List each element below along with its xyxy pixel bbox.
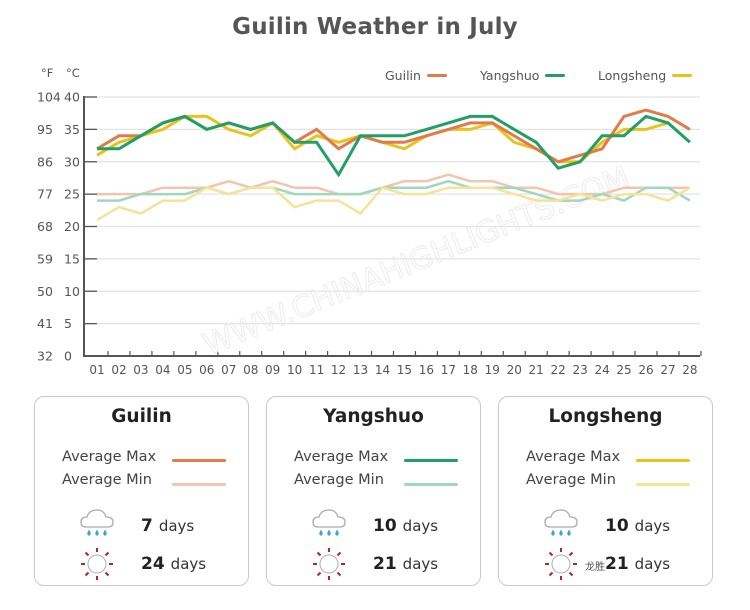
svg-text:21: 21 [529,363,544,377]
svg-text:86: 86 [37,154,53,169]
sunny-days: 24 days [141,554,207,574]
svg-text:20: 20 [507,363,522,377]
svg-text:10: 10 [64,284,80,299]
svg-text:35: 35 [64,122,80,137]
svg-text:23: 23 [572,363,587,377]
avg-max-swatch [636,459,690,462]
svg-text:0: 0 [64,349,72,364]
card-title: Yangshuo [323,406,424,427]
card-longsheng: Longsheng Average Max Average Min 10 days… [498,396,713,586]
rain-days: 7 days [141,516,195,536]
svg-text:15: 15 [397,363,412,377]
svg-text:50: 50 [37,284,53,299]
svg-text:15: 15 [64,251,80,266]
legend-swatch [672,74,693,77]
svg-text:04: 04 [155,363,170,377]
sun-icon [79,547,115,585]
svg-text:13: 13 [353,363,368,377]
avg-max-label: Average Max [526,449,621,465]
rain-days: 10 days [373,516,439,536]
svg-text:77: 77 [37,187,53,202]
card-yangshuo: Yangshuo Average Max Average Min 10 days … [266,396,481,586]
svg-text:27: 27 [660,363,675,377]
svg-text:59: 59 [37,251,53,266]
avg-min-swatch [172,483,226,486]
avg-min-label: Average Min [294,472,384,488]
svg-text:32: 32 [37,349,53,364]
legend-yangshuo: Yangshuo [480,68,566,83]
svg-text:10: 10 [287,363,302,377]
svg-text:03: 03 [133,363,148,377]
series-line [96,186,691,222]
svg-text:11: 11 [309,363,324,377]
svg-text:01: 01 [89,363,104,377]
svg-text:08: 08 [243,363,258,377]
svg-text:25: 25 [64,187,80,202]
avg-max-swatch [404,459,458,462]
rain-cloud-icon [543,507,579,545]
svg-text:26: 26 [638,363,653,377]
svg-text:WWW.CHINAHIGHLIGHTS.COM: WWW.CHINAHIGHLIGHTS.COM [198,159,634,362]
svg-text:20: 20 [64,219,80,234]
svg-text:06: 06 [199,363,214,377]
celsius-unit-label: °C [66,66,80,80]
card-title: Longsheng [548,406,663,427]
legend-swatch [426,74,447,77]
svg-text:24: 24 [594,363,609,377]
svg-text:5: 5 [64,316,72,331]
rain-days: 10 days [605,516,671,536]
svg-text:95: 95 [37,122,53,137]
series-line [97,114,691,178]
svg-text:18: 18 [463,363,478,377]
sunny-days: 21 days [605,554,671,574]
sunny-days: 21 days [373,554,439,574]
svg-text:25: 25 [616,363,631,377]
svg-text:07: 07 [221,363,236,377]
avg-min-swatch [636,483,690,486]
svg-text:30: 30 [64,154,80,169]
legend-guilin: Guilin [385,68,447,83]
avg-max-label: Average Max [294,449,389,465]
sun-icon [311,547,347,585]
avg-min-label: Average Min [526,472,616,488]
svg-text:16: 16 [419,363,434,377]
svg-text:28: 28 [682,363,697,377]
svg-text:02: 02 [111,363,126,377]
card-title: Guilin [111,406,172,427]
legend-swatch [545,74,566,77]
legend-longsheng: Longsheng [598,68,693,83]
avg-min-label: Average Min [62,472,152,488]
card-guilin: Guilin Average Max Average Min 7 days 24 d… [34,396,249,586]
svg-text:05: 05 [177,363,192,377]
svg-text:41: 41 [37,316,53,331]
svg-text:17: 17 [441,363,456,377]
svg-text:68: 68 [37,219,53,234]
svg-text:12: 12 [331,363,346,377]
rain-cloud-icon [311,507,347,545]
sun-icon [543,547,579,585]
legend-label: Yangshuo [480,68,540,83]
fahrenheit-unit-label: °F [41,66,54,80]
rain-cloud-icon [79,507,115,545]
watermark-cjk-text: 龙胜 [585,562,605,573]
legend-label: Longsheng [598,68,667,83]
svg-text:22: 22 [551,363,566,377]
svg-text:14: 14 [375,363,390,377]
avg-max-swatch [172,459,226,462]
svg-text:09: 09 [265,363,280,377]
legend-label: Guilin [385,68,421,83]
svg-text:19: 19 [485,363,500,377]
page-title: Guilin Weather in July [232,14,518,40]
svg-text:104: 104 [37,90,61,105]
series-line [97,173,690,196]
avg-min-swatch [404,483,458,486]
svg-text:40: 40 [64,90,80,105]
avg-max-label: Average Max [62,449,157,465]
